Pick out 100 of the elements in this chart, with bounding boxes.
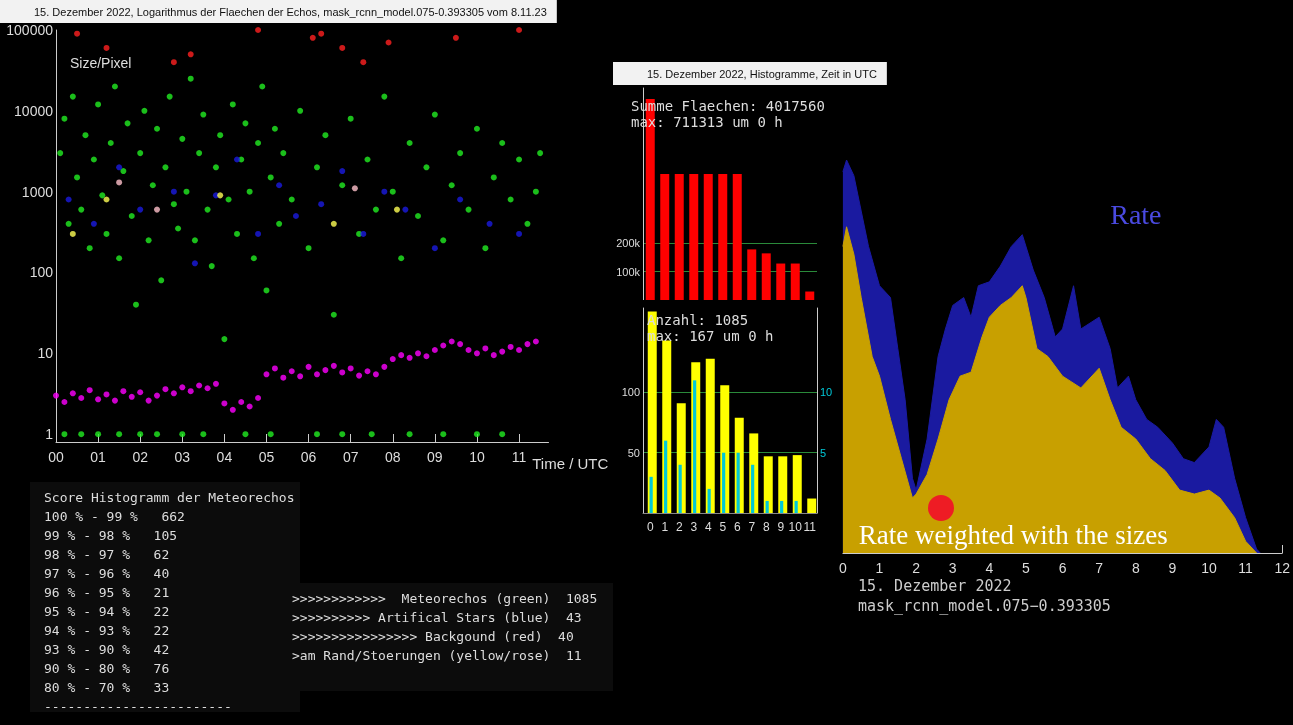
x-tick-label: 3	[948, 560, 957, 576]
x-tick-label: 08	[384, 449, 401, 465]
bar	[761, 253, 771, 300]
point	[507, 343, 514, 350]
bar	[732, 173, 742, 300]
point	[170, 59, 177, 66]
point	[229, 406, 236, 413]
point	[255, 395, 262, 402]
x-tick-label: 10	[1201, 560, 1217, 576]
text: >>>>>>>>>>>> Meteorechos (green) 1085	[292, 591, 598, 606]
point	[360, 230, 367, 237]
text: ------------------------	[44, 699, 232, 714]
point	[473, 350, 480, 357]
point	[288, 368, 295, 375]
point	[516, 346, 523, 353]
x-tick-label: 7	[1095, 560, 1104, 576]
point	[86, 387, 93, 394]
x-tick-label: 7	[748, 520, 756, 534]
y-tick-label: 1	[45, 426, 54, 443]
y-axis-title: Size/Pixel	[70, 55, 132, 71]
y2-tick-label: 10	[820, 386, 833, 399]
point	[360, 59, 367, 66]
point	[381, 363, 388, 370]
x-tick-label: 9	[777, 520, 785, 534]
x-tick-label: 10	[788, 520, 803, 534]
point	[111, 397, 118, 404]
point	[137, 206, 144, 213]
point	[95, 396, 102, 403]
x-tick-label: 11	[511, 449, 527, 465]
point	[356, 372, 363, 379]
point	[347, 365, 354, 372]
text: 94 % - 93 % 22	[44, 623, 170, 638]
text: 80 % - 70 % 33	[44, 680, 170, 695]
x-tick-label: 07	[342, 449, 359, 465]
x-tick-label: 02	[132, 449, 149, 465]
text: 93 % - 90 % 42	[44, 642, 170, 657]
point	[423, 353, 430, 360]
x-tick-label: 4	[704, 520, 712, 534]
x-tick-label: 2	[675, 520, 683, 534]
x-tick-label: 8	[762, 520, 770, 534]
text: Score Histogramm der Meteorechos	[44, 490, 295, 505]
point	[69, 390, 76, 397]
bar	[718, 173, 728, 300]
point	[339, 44, 346, 51]
bar	[763, 456, 773, 513]
point	[103, 44, 110, 51]
point	[137, 389, 144, 396]
y-tick-label: 100	[29, 264, 54, 281]
point	[154, 392, 161, 399]
bar	[689, 173, 699, 300]
x-tick-label: 2	[912, 560, 921, 576]
point	[234, 156, 241, 163]
point	[255, 27, 262, 33]
text: 96 % - 95 % 21	[44, 585, 170, 600]
point	[532, 338, 539, 345]
point	[246, 403, 253, 410]
bar	[807, 498, 817, 513]
point	[170, 188, 177, 195]
point	[145, 397, 152, 404]
bar	[707, 488, 711, 513]
point	[322, 367, 329, 374]
bar	[765, 500, 769, 513]
x-tick-label: 0	[646, 520, 654, 534]
x-tick-label: 11	[803, 520, 817, 534]
y-tick-label: 10	[37, 345, 54, 362]
text: 99 % - 98 % 105	[44, 528, 178, 543]
bar	[664, 440, 668, 513]
x-tick-label: 01	[90, 449, 107, 465]
x-tick-label: 11	[1238, 560, 1254, 576]
point	[255, 230, 262, 237]
point	[120, 388, 127, 395]
bar	[790, 263, 800, 300]
point	[486, 220, 493, 227]
point	[385, 39, 392, 46]
point	[187, 51, 194, 58]
bar	[705, 358, 715, 513]
bar	[780, 500, 784, 513]
point	[402, 206, 409, 213]
point	[516, 27, 523, 33]
text: >>>>>>>>>> Artifical Stars (blue) 43	[292, 610, 582, 625]
x-tick-label: 6	[1058, 560, 1067, 576]
x-tick-label: 09	[427, 449, 443, 465]
point	[128, 393, 135, 400]
bar	[703, 173, 713, 300]
point	[431, 245, 438, 252]
point	[339, 168, 346, 175]
point	[78, 395, 85, 402]
point	[499, 348, 506, 355]
x-tick-label: 6	[733, 520, 741, 534]
point	[465, 346, 472, 353]
x-tick-label: 05	[258, 449, 275, 465]
x-tick-label: 4	[985, 560, 994, 576]
x-tick-label: 1	[661, 520, 669, 534]
point	[318, 201, 325, 208]
x-tick-label: 3	[690, 520, 698, 534]
point	[381, 188, 388, 195]
text: >am Rand/Stoerungen (yellow/rose) 11	[292, 648, 582, 663]
point	[154, 206, 161, 213]
point	[191, 260, 198, 267]
series-label: Rate weighted with the sizes	[858, 519, 1168, 550]
